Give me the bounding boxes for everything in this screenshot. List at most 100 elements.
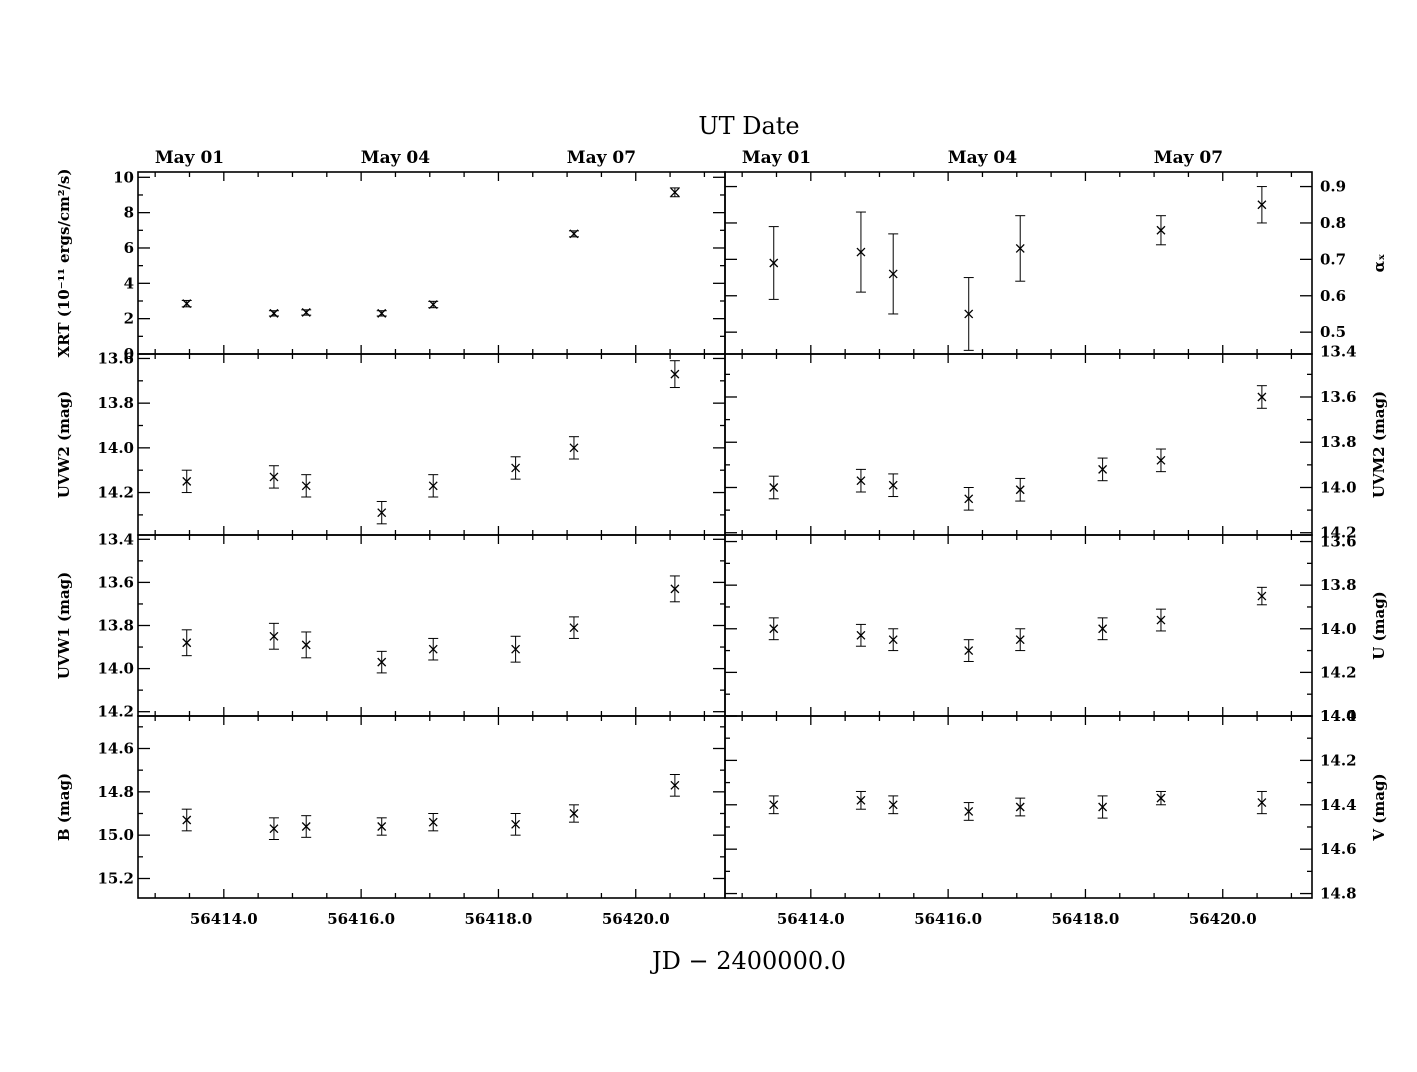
data-point xyxy=(568,804,579,823)
point-marker xyxy=(377,308,387,318)
date-tick-label: May 01 xyxy=(742,148,811,168)
panel-xrt: 0 2 4 6 8 10 XRT (10⁻¹¹ ergs/cm²/s) xyxy=(55,168,726,363)
y-tick-label: 14.0 xyxy=(97,439,134,457)
data-point xyxy=(768,617,779,641)
y-tick-label: 13.6 xyxy=(1320,533,1357,551)
data-point xyxy=(855,790,866,810)
x-tick-label: 56414.0 xyxy=(190,910,258,928)
y-tick-label: 14.4 xyxy=(1320,707,1357,725)
y-tick-label: 13.4 xyxy=(97,530,134,548)
point-marker xyxy=(569,443,579,453)
data-point xyxy=(510,456,521,480)
point-marker xyxy=(888,800,898,810)
y-tick-label: 2 xyxy=(124,310,134,328)
point-marker xyxy=(1257,798,1267,808)
point-marker xyxy=(301,308,311,317)
data-point xyxy=(510,635,521,663)
y-tick-label: 15.0 xyxy=(97,826,134,844)
data-point xyxy=(963,486,974,511)
y-tick-label: 14.2 xyxy=(97,484,134,502)
data-point xyxy=(1015,477,1026,502)
data-point xyxy=(268,465,279,489)
point-marker xyxy=(377,657,387,667)
data-point xyxy=(268,308,279,318)
data-point xyxy=(1256,586,1267,606)
panel-frame xyxy=(137,171,726,355)
data-point xyxy=(669,360,680,389)
point-marker xyxy=(182,476,192,486)
y-axis-title: B (mag) xyxy=(55,773,73,841)
y-axis-title: XRT (10⁻¹¹ ergs/cm²/s) xyxy=(55,169,73,358)
y-axis-title: UVW2 (mag) xyxy=(55,391,73,499)
data-point xyxy=(888,795,899,815)
data-point xyxy=(268,817,279,840)
y-tick-label: 13.8 xyxy=(1320,433,1357,451)
x-tick-label: 56416.0 xyxy=(327,910,395,928)
point-marker xyxy=(377,822,387,831)
y-tick-label: 14.0 xyxy=(1320,707,1357,725)
y-tick-label: 13.8 xyxy=(1320,576,1357,594)
point-marker xyxy=(569,809,579,818)
y-axis-title: αₓ xyxy=(1370,254,1388,273)
point-marker xyxy=(428,300,438,309)
panel-u: 13.6 13.8 14.0 14.2 14.4 U (mag) xyxy=(724,533,1388,725)
data-point xyxy=(376,500,387,525)
point-marker xyxy=(769,258,779,268)
point-marker xyxy=(428,481,438,491)
data-point xyxy=(301,308,312,317)
y-tick-label: 13.6 xyxy=(97,349,134,367)
point-marker xyxy=(301,640,311,650)
point-marker xyxy=(301,481,311,491)
point-marker xyxy=(569,623,579,633)
data-point xyxy=(568,616,579,639)
y-tick-label: 13.4 xyxy=(1320,343,1357,361)
x-tick-label: 56416.0 xyxy=(914,910,982,928)
data-point xyxy=(376,650,387,674)
y-tick-label: 13.8 xyxy=(97,394,134,412)
data-point xyxy=(376,817,387,836)
data-point xyxy=(888,233,899,315)
point-marker xyxy=(964,309,974,319)
y-tick-label: 6 xyxy=(124,239,134,257)
y-tick-label: 14.0 xyxy=(97,660,134,678)
data-point xyxy=(888,473,899,498)
data-point xyxy=(268,622,279,650)
point-marker xyxy=(182,815,192,825)
y-axis-title: U (mag) xyxy=(1370,591,1388,660)
data-point xyxy=(428,637,439,661)
data-point xyxy=(428,300,439,309)
y-tick-label: 0.5 xyxy=(1320,323,1346,341)
data-point xyxy=(428,813,439,832)
data-point xyxy=(1015,628,1026,652)
point-marker xyxy=(856,795,866,805)
point-marker xyxy=(269,824,279,834)
point-marker xyxy=(511,819,521,829)
point-marker xyxy=(1098,624,1108,634)
panel-uvw1: 13.4 13.6 13.8 14.0 14.2 UVW1 (mag) xyxy=(55,530,726,721)
data-point xyxy=(181,299,192,309)
data-point xyxy=(963,277,974,351)
panel-frame xyxy=(137,353,726,536)
panel-alpha: 0.5 0.6 0.7 0.8 0.9 αₓ xyxy=(724,171,1388,355)
point-marker xyxy=(269,308,279,318)
point-marker xyxy=(1156,793,1166,803)
point-marker xyxy=(888,635,898,645)
point-marker xyxy=(769,800,779,810)
point-marker xyxy=(1015,802,1025,812)
point-marker xyxy=(1156,225,1166,235)
point-marker xyxy=(569,229,579,239)
point-marker xyxy=(428,817,438,827)
point-marker xyxy=(964,494,974,504)
data-point xyxy=(768,795,779,815)
point-marker xyxy=(670,369,680,379)
panel-uvm2: 13.4 13.6 13.8 14.0 14.2 UVM2 (mag) xyxy=(724,343,1388,542)
data-point xyxy=(301,631,312,659)
data-point xyxy=(669,774,680,797)
y-tick-label: 14.6 xyxy=(97,740,134,758)
data-point xyxy=(181,629,192,657)
y-tick-label: 14.2 xyxy=(1320,751,1357,769)
y-tick-label: 13.6 xyxy=(97,573,134,591)
data-point xyxy=(568,436,579,460)
y-tick-label: 15.2 xyxy=(97,870,134,888)
